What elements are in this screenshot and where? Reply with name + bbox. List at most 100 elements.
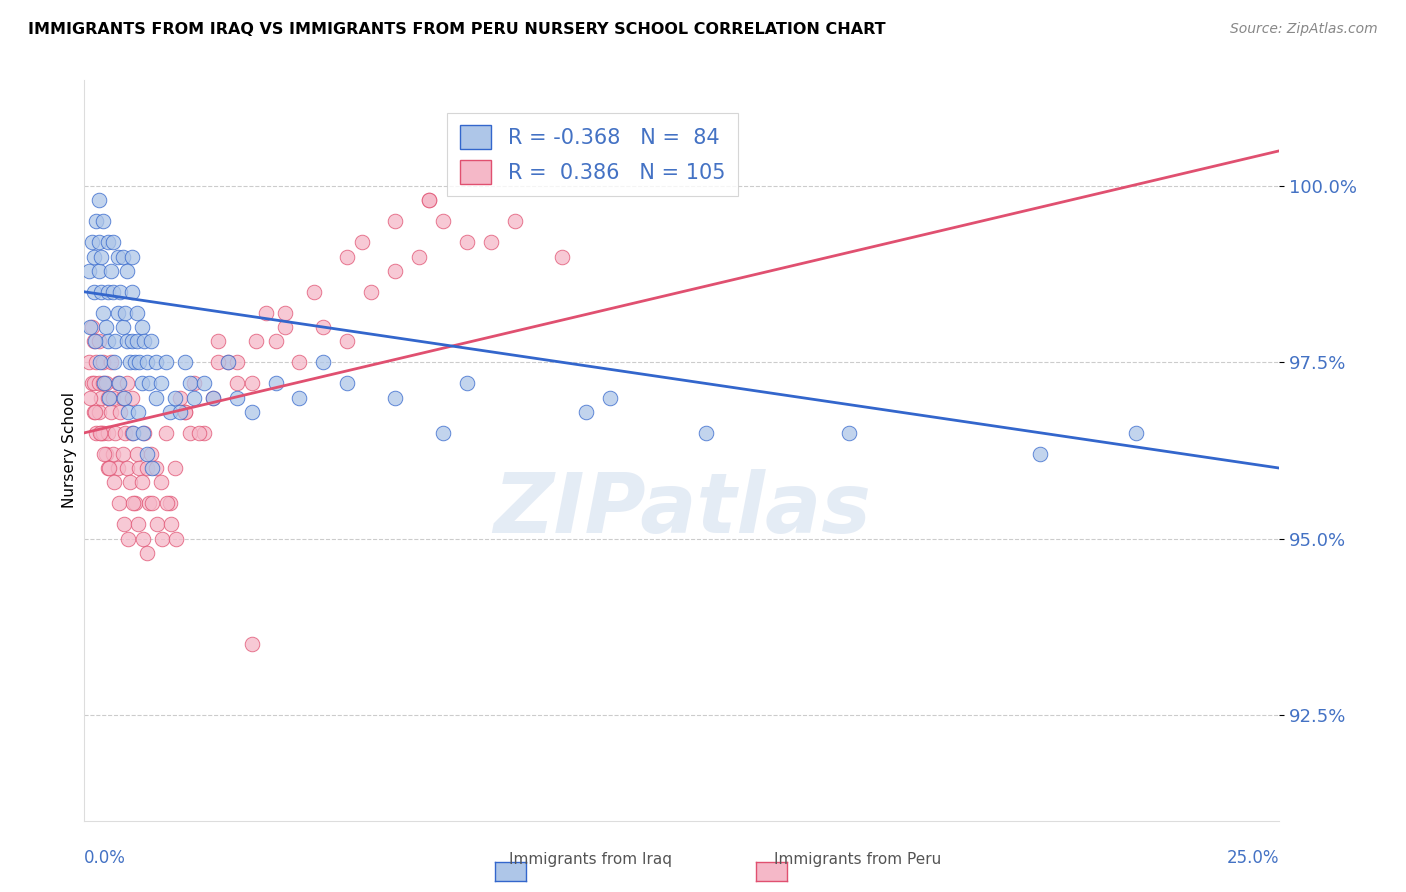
- Point: [169, 405, 191, 419]
- Text: 0.0%: 0.0%: [84, 849, 127, 867]
- Point: [117, 263, 139, 277]
- Point: [125, 334, 148, 348]
- Point: [173, 355, 195, 369]
- Point: [86, 425, 108, 440]
- Point: [336, 376, 359, 391]
- Point: [188, 425, 211, 440]
- Text: Immigrants from Peru: Immigrants from Peru: [775, 852, 941, 867]
- Point: [226, 376, 249, 391]
- Point: [90, 250, 112, 264]
- Point: [240, 637, 263, 651]
- Point: [122, 496, 145, 510]
- Point: [132, 425, 156, 440]
- Point: [121, 391, 143, 405]
- Point: [136, 447, 159, 461]
- Point: [83, 334, 105, 348]
- Point: [127, 517, 149, 532]
- Point: [83, 376, 105, 391]
- Point: [138, 376, 160, 391]
- Point: [111, 447, 134, 461]
- Point: [551, 250, 574, 264]
- Point: [124, 355, 146, 369]
- Point: [117, 461, 139, 475]
- Point: [114, 425, 136, 440]
- Point: [264, 376, 287, 391]
- Point: [141, 496, 163, 510]
- Point: [384, 263, 406, 277]
- Point: [312, 355, 335, 369]
- Point: [87, 193, 110, 207]
- Point: [131, 425, 153, 440]
- Point: [302, 285, 325, 299]
- Point: [121, 425, 143, 440]
- Point: [173, 405, 195, 419]
- Point: [179, 376, 201, 391]
- Point: [77, 263, 100, 277]
- Point: [131, 376, 153, 391]
- Point: [93, 376, 115, 391]
- Point: [121, 250, 143, 264]
- Point: [155, 355, 177, 369]
- Point: [100, 355, 122, 369]
- Point: [165, 391, 187, 405]
- Point: [97, 391, 120, 405]
- Point: [117, 532, 139, 546]
- Point: [90, 391, 112, 405]
- Point: [103, 475, 125, 490]
- Point: [93, 425, 115, 440]
- Point: [254, 306, 277, 320]
- Point: [169, 391, 191, 405]
- Point: [432, 214, 454, 228]
- Point: [97, 235, 120, 250]
- Point: [207, 334, 229, 348]
- Point: [117, 376, 139, 391]
- Point: [104, 425, 127, 440]
- Point: [179, 425, 201, 440]
- Point: [117, 405, 139, 419]
- Point: [838, 425, 860, 440]
- Point: [183, 391, 205, 405]
- Point: [79, 391, 101, 405]
- Point: [149, 376, 172, 391]
- Point: [149, 475, 172, 490]
- Point: [245, 334, 267, 348]
- Point: [93, 214, 115, 228]
- Point: [98, 461, 121, 475]
- Point: [111, 320, 134, 334]
- Point: [80, 235, 103, 250]
- Point: [288, 355, 311, 369]
- Point: [107, 461, 129, 475]
- Text: 25.0%: 25.0%: [1227, 849, 1279, 867]
- Point: [86, 214, 108, 228]
- Point: [110, 405, 132, 419]
- Point: [97, 425, 120, 440]
- Point: [107, 250, 129, 264]
- Point: [193, 425, 215, 440]
- Point: [87, 235, 110, 250]
- Point: [87, 376, 110, 391]
- Point: [432, 425, 454, 440]
- Point: [118, 475, 141, 490]
- Text: Source: ZipAtlas.com: Source: ZipAtlas.com: [1230, 22, 1378, 37]
- Text: Immigrants from Iraq: Immigrants from Iraq: [509, 852, 672, 867]
- Point: [94, 447, 117, 461]
- Point: [111, 250, 134, 264]
- Point: [418, 193, 440, 207]
- Point: [80, 376, 103, 391]
- Point: [117, 334, 139, 348]
- Point: [155, 496, 177, 510]
- Point: [165, 461, 187, 475]
- Point: [114, 306, 136, 320]
- Point: [98, 391, 121, 405]
- Point: [138, 496, 160, 510]
- Point: [141, 461, 163, 475]
- Point: [118, 355, 141, 369]
- Text: IMMIGRANTS FROM IRAQ VS IMMIGRANTS FROM PERU NURSERY SCHOOL CORRELATION CHART: IMMIGRANTS FROM IRAQ VS IMMIGRANTS FROM …: [28, 22, 886, 37]
- Point: [146, 517, 169, 532]
- Point: [107, 376, 129, 391]
- Point: [97, 285, 120, 299]
- Legend: R = -0.368   N =  84, R =  0.386   N = 105: R = -0.368 N = 84, R = 0.386 N = 105: [447, 113, 738, 196]
- Point: [80, 320, 103, 334]
- Point: [107, 306, 129, 320]
- Point: [131, 320, 153, 334]
